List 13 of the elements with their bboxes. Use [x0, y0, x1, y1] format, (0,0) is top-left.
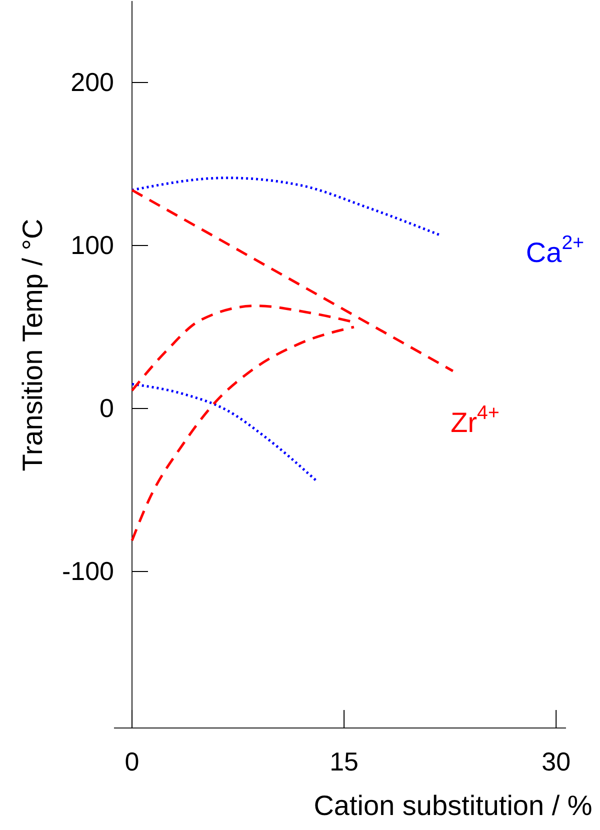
y-axis-title: Transition Temp / °C [17, 218, 48, 472]
line-series [130, 326, 356, 542]
y-tick-label: 200 [70, 66, 114, 97]
x-tick-label: 15 [330, 746, 359, 776]
annotation: Ca$^{2+}$ [526, 232, 584, 268]
annotation: Zr$^{4+}$ [450, 402, 500, 438]
y-tick-label: 100 [70, 230, 114, 260]
y-tick-label: 0 [100, 392, 114, 423]
x-tick-label: 0 [124, 746, 140, 776]
x-axis-title: Cation substitution / % [314, 790, 592, 821]
y-tick-label: -100 [62, 556, 114, 586]
x-tick-label: 30 [542, 746, 571, 776]
line-series [130, 382, 318, 482]
